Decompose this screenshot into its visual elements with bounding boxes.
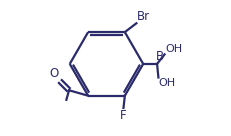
Text: OH: OH — [158, 78, 175, 88]
Text: B: B — [155, 50, 163, 63]
Text: F: F — [120, 109, 126, 122]
Text: Br: Br — [137, 10, 149, 23]
Text: OH: OH — [164, 44, 181, 54]
Text: O: O — [49, 67, 58, 80]
